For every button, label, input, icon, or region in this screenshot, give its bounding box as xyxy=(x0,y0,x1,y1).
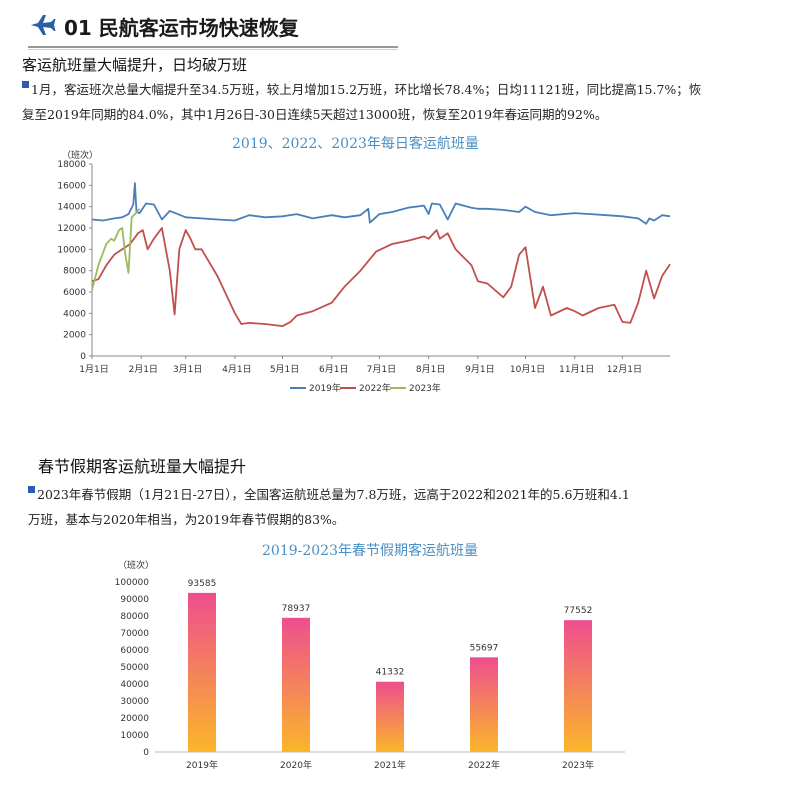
bar-2023年 xyxy=(564,620,592,752)
y-tick-label: 12000 xyxy=(57,224,86,234)
page-header: 01 民航客运市场快速恢复 xyxy=(30,10,398,44)
series-line-2019年 xyxy=(91,182,671,225)
bar-2019年 xyxy=(188,592,216,752)
x-tick-label: 2月1日 xyxy=(128,364,157,375)
bullet-flag-icon xyxy=(22,81,29,88)
line-chart-title: 2019、2022、2023年每日客运航班量 xyxy=(232,136,479,152)
y-tick-label: 14000 xyxy=(57,203,86,213)
x-tick-label: 1月1日 xyxy=(79,364,108,375)
bar-2020年 xyxy=(282,617,310,752)
x-tick-label: 2021年 xyxy=(374,759,406,771)
bar-value-label: 55697 xyxy=(470,643,499,653)
bar-value-label: 93585 xyxy=(188,579,217,589)
y-tick-label: 30000 xyxy=(120,697,149,707)
x-tick-label: 9月1日 xyxy=(465,364,494,375)
airplane-icon xyxy=(31,15,56,35)
bar-value-label: 78937 xyxy=(282,604,311,614)
y-tick-label: 90000 xyxy=(120,595,149,605)
y-tick-label: 18000 xyxy=(57,160,86,170)
y-tick-label: 60000 xyxy=(120,646,149,656)
bar-value-label: 41332 xyxy=(376,668,405,678)
section1-text-line1: 1月，客运班次总量大幅提升至34.5万班，较上月增加15.2万班，环比增长78.… xyxy=(31,82,702,97)
y-tick-label: 2000 xyxy=(63,331,86,341)
y-tick-label: 0 xyxy=(80,352,86,362)
y-tick-label: 10000 xyxy=(120,731,149,741)
y-tick-label: 40000 xyxy=(120,680,149,690)
section2-title: 春节假期客运航班量大幅提升 xyxy=(38,457,247,476)
y-tick-label: 50000 xyxy=(120,663,149,673)
x-tick-label: 12月1日 xyxy=(607,364,642,375)
x-tick-label: 8月1日 xyxy=(416,364,445,375)
page-title: 01 民航客运市场快速恢复 xyxy=(64,16,299,40)
section1-text-line2: 复至2019年同期的84.0%，其中1月26日-30日连续5天超过13000班，… xyxy=(22,107,608,122)
legend-label: 2019年 xyxy=(309,382,341,394)
legend-label: 2022年 xyxy=(359,382,391,394)
y-tick-label: 100000 xyxy=(115,578,150,588)
y-tick-label: 20000 xyxy=(120,714,149,724)
series-line-2023年 xyxy=(91,208,141,291)
y-tick-label: 70000 xyxy=(120,629,149,639)
x-tick-label: 6月1日 xyxy=(319,364,348,375)
x-tick-label: 2019年 xyxy=(186,759,218,771)
x-tick-label: 4月1日 xyxy=(222,364,251,375)
y-tick-label: 0 xyxy=(143,748,149,758)
y-tick-label: 80000 xyxy=(120,612,149,622)
section2-text-line2: 万班，基本与2020年相当，为2019年春节假期的83%。 xyxy=(28,512,345,527)
y-tick-label: 10000 xyxy=(57,245,86,255)
section1-title: 客运航班量大幅提升，日均破万班 xyxy=(22,56,248,74)
bar-2021年 xyxy=(376,681,404,752)
y-tick-label: 8000 xyxy=(63,267,86,277)
section2-text-line1: 2023年春节假期（1月21日-27日），全国客运航班总量为7.8万班，远高于2… xyxy=(37,487,630,502)
y-tick-label: 16000 xyxy=(57,181,86,191)
x-tick-label: 11月1日 xyxy=(559,364,594,375)
bar-chart-ylabel: （班次） xyxy=(118,559,154,571)
legend-label: 2023年 xyxy=(409,382,441,394)
bar-value-label: 77552 xyxy=(564,606,593,616)
bar-chart: （班次） 0 10000 20000 30000 40000 50000 60000 70000… xyxy=(115,559,625,771)
bar-chart-title: 2019-2023年春节假期客运航班量 xyxy=(262,543,478,559)
section1-paragraph: 1月，客运班次总量大幅提升至34.5万班，较上月增加15.2万班，环比增长78.… xyxy=(22,77,782,127)
bullet-flag-icon xyxy=(28,486,35,493)
y-tick-label: 4000 xyxy=(63,309,86,319)
bar-2022年 xyxy=(470,657,498,752)
x-tick-label: 10月1日 xyxy=(510,364,545,375)
line-chart-ylabel: （班次） xyxy=(62,149,98,161)
header-divider xyxy=(28,46,398,48)
line-chart: （班次） 0 2000 4000 6000 8000 10000 12000 14000 1600… xyxy=(57,149,671,394)
x-tick-label: 3月1日 xyxy=(173,364,202,375)
series-line-2022年 xyxy=(91,227,671,328)
header-divider-thin xyxy=(28,49,398,50)
section2-paragraph: 2023年春节假期（1月21日-27日），全国客运航班总量为7.8万班，远高于2… xyxy=(28,482,784,532)
x-tick-label: 2023年 xyxy=(562,759,594,771)
y-tick-label: 6000 xyxy=(63,288,86,298)
x-tick-label: 7月1日 xyxy=(367,364,396,375)
x-tick-label: 2020年 xyxy=(280,759,312,771)
x-tick-label: 5月1日 xyxy=(270,364,299,375)
x-tick-label: 2022年 xyxy=(468,759,500,771)
